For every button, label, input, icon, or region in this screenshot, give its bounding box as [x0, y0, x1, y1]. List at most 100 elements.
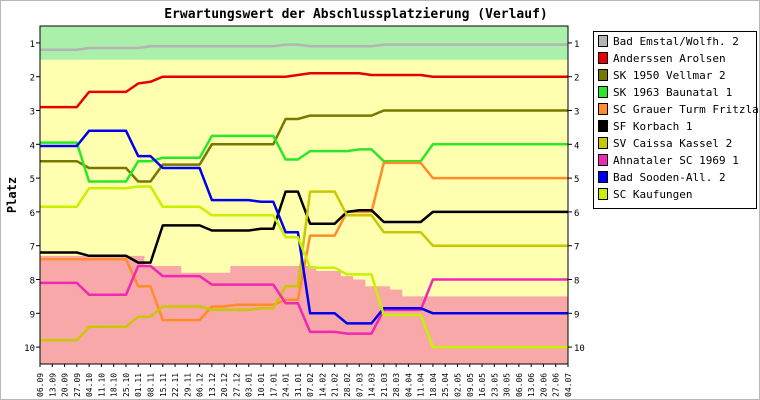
legend-swatch	[598, 171, 608, 183]
x-tick-label: 27.09	[73, 373, 82, 397]
chart-title: Erwartungswert der Abschlussplatzierung …	[164, 7, 548, 22]
x-tick-label: 23.05	[490, 373, 499, 397]
x-tick-label: 24.01	[282, 373, 291, 397]
x-tick-label: 15.11	[159, 373, 168, 397]
x-tick-label: 28.03	[392, 373, 401, 397]
y-axis-label: Platz	[5, 177, 19, 213]
x-tick-label: 07.03	[355, 373, 364, 397]
y-tick-label-right: 1	[574, 40, 579, 50]
series-line-8	[40, 264, 568, 335]
y-tick-label-left: 1	[30, 40, 35, 50]
plot-border	[39, 25, 569, 365]
x-tick-label: 17.01	[269, 373, 278, 397]
legend-swatch	[598, 154, 608, 166]
legend-swatch	[598, 52, 608, 64]
x-tick-label: 04.07	[564, 373, 573, 397]
x-axis-ticks: 06.09 13.09 20.09 27.09 04.10 11.10 18.10 25.10…	[36, 364, 573, 397]
legend-swatch	[598, 86, 608, 98]
legend-swatch	[598, 69, 608, 81]
x-tick-label: 06.12	[196, 373, 205, 397]
x-tick-label: 20.06	[539, 373, 548, 397]
x-tick-label: 18.10	[110, 373, 119, 397]
legend-item: Bad Sooden-All. 2	[598, 169, 726, 185]
y-tick-label-left: 9	[30, 310, 35, 320]
series-line-7	[40, 190, 568, 342]
y-tick-label-left: 6	[30, 209, 35, 219]
y-tick-label-right: 10	[574, 344, 585, 354]
y-tick-label-right: 8	[574, 277, 579, 287]
x-tick-label: 27.06	[552, 373, 561, 397]
legend-label: SK 1950 Vellmar 2	[613, 68, 726, 82]
legend-item: SF Korbach 1	[598, 118, 692, 134]
x-tick-label: 13.09	[48, 373, 57, 397]
series-lines	[40, 43, 568, 349]
x-tick-label: 10.01	[257, 373, 266, 397]
legend-item: Ahnataler SC 1969 1	[598, 152, 739, 168]
legend-item: Anderssen Arolsen	[598, 50, 726, 66]
legend-label: Ahnataler SC 1969 1	[613, 153, 739, 167]
x-tick-label: 30.05	[503, 373, 512, 397]
legend-label: SV Caissa Kassel 2	[613, 136, 733, 150]
x-tick-label: 21.02	[331, 373, 340, 397]
x-tick-label: 14.02	[318, 373, 327, 397]
legend-item: SC Grauer Turm Fritzlar	[598, 101, 760, 117]
x-tick-label: 02.05	[453, 373, 462, 397]
series-line-3	[40, 109, 568, 183]
x-tick-label: 04.10	[85, 373, 94, 397]
y-tick-label-right: 9	[574, 310, 579, 320]
x-tick-label: 09.05	[466, 373, 475, 397]
x-tick-label: 29.11	[183, 373, 192, 397]
y-tick-label-left: 10	[24, 344, 35, 354]
legend-item: Bad Emstal/Wolfh. 2	[598, 33, 739, 49]
x-tick-label: 04.04	[404, 373, 413, 397]
y-tick-label-left: 2	[30, 74, 35, 84]
x-tick-label: 06.09	[36, 373, 45, 397]
series-line-2	[40, 72, 568, 109]
x-tick-label: 25.10	[122, 373, 131, 397]
y-tick-label-right: 2	[574, 74, 579, 84]
x-tick-label: 27.12	[232, 373, 241, 397]
series-line-1	[40, 43, 568, 51]
y-tick-label-left: 5	[30, 175, 35, 185]
y-axis-ticks: 1 1 2 2 3 3 4 4 5 5 6 6 7 7 8 8 9 9 10 10	[24, 40, 585, 354]
y-tick-label-right: 7	[574, 243, 579, 253]
legend-label: SF Korbach 1	[613, 119, 693, 133]
y-tick-label-left: 3	[30, 108, 35, 118]
series-line-4	[40, 134, 568, 183]
legend-label: Anderssen Arolsen	[613, 51, 726, 65]
legend-swatch	[598, 120, 608, 132]
legend-item: SV Caissa Kassel 2	[598, 135, 732, 151]
x-tick-label: 18.04	[429, 373, 438, 397]
legend-item: SC Kaufungen	[598, 186, 692, 202]
zone-top	[40, 26, 568, 60]
x-tick-label: 22.11	[171, 373, 180, 397]
x-tick-label: 13.06	[527, 373, 536, 397]
legend-swatch	[598, 103, 608, 115]
y-tick-label-right: 6	[574, 209, 579, 219]
y-tick-label-left: 7	[30, 243, 35, 253]
y-tick-label-right: 5	[574, 175, 579, 185]
y-tick-label-left: 4	[30, 141, 35, 151]
legend-swatch	[598, 188, 608, 200]
zone-bottom	[40, 255, 568, 364]
legend-label: SC Kaufungen	[613, 187, 693, 201]
x-tick-label: 07.02	[306, 373, 315, 397]
x-tick-label: 28.02	[343, 373, 352, 397]
legend-item: SK 1950 Vellmar 2	[598, 67, 726, 83]
legend-swatch	[598, 137, 608, 149]
legend: Bad Emstal/Wolfh. 2 Anderssen Arolsen SK 1…	[593, 31, 760, 209]
legend-label: Bad Emstal/Wolfh. 2	[613, 34, 739, 48]
legend-label: SC Grauer Turm Fritzlar	[613, 102, 760, 116]
y-tick-label-right: 4	[574, 141, 579, 151]
background-zones	[40, 26, 568, 364]
y-tick-label-left: 8	[30, 277, 35, 287]
series-line-6	[40, 190, 568, 264]
legend-swatch	[598, 35, 608, 47]
x-tick-label: 03.01	[245, 373, 254, 397]
x-tick-label: 16.05	[478, 373, 487, 397]
legend-label: Bad Sooden-All. 2	[613, 170, 726, 184]
x-tick-label: 21.03	[380, 373, 389, 397]
x-tick-label: 20.09	[61, 373, 70, 397]
x-tick-label: 11.04	[417, 373, 426, 397]
